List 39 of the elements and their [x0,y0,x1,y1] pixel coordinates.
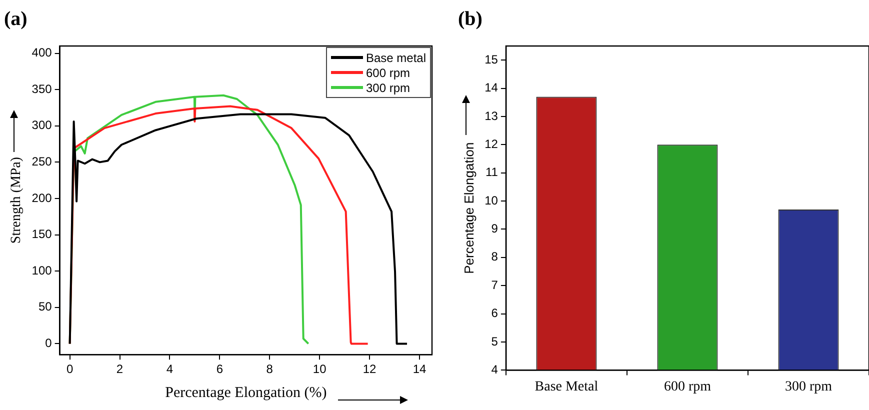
y-tick-label: 300 [32,118,52,132]
x-tick-label: 4 [166,362,174,376]
y-tick-label: 15 [484,52,498,66]
x-tick-label: 12 [362,362,377,376]
legend-label: Base metal [366,50,426,64]
x-tick-label: 6 [216,362,224,376]
y-tick-label: 8 [491,250,498,264]
y-tick-label: 0 [45,336,52,350]
x-tick-label: 600 rpm [664,379,712,394]
y-tick-label: 350 [32,82,52,96]
y-tick-label: 5 [491,334,498,348]
x-tick-label: 10 [312,362,327,376]
chart-title: (b) [458,8,482,30]
y-tick-label: 6 [491,306,498,320]
legend-label: 600 rpm [366,66,410,80]
y-tick-label: 50 [38,300,52,314]
x-tick-label: 8 [266,362,274,376]
y-tick-label: 100 [32,263,52,278]
y-tick-label: 250 [32,154,52,168]
y-tick-label: 9 [491,222,498,236]
y-tick-label: 13 [484,108,498,123]
x-axis-title: Percentage Elongation (%) [165,384,327,401]
chart-title: (a) [4,8,28,30]
y-tick-label: 150 [32,227,52,242]
x-tick-label: 300 rpm [784,379,832,394]
y-tick-label: 400 [32,46,52,60]
y-tick-label: 7 [491,278,498,292]
x-tick-label: Base Metal [534,379,598,394]
y-tick-label: 11 [485,165,498,180]
x-tick-label: 14 [412,362,427,376]
y-tick-label: 200 [32,190,52,205]
y-tick-label: 10 [484,193,498,208]
y-tick-label: 12 [484,136,498,151]
y-axis-title: Percentage Elongation [461,142,476,274]
y-axis-title: Strength (MPa) [9,156,24,244]
legend-label: 300 rpm [366,80,410,94]
x-tick-label: 2 [116,362,124,376]
y-tick-label: 14 [484,80,498,95]
x-tick-label: 0 [66,362,74,376]
